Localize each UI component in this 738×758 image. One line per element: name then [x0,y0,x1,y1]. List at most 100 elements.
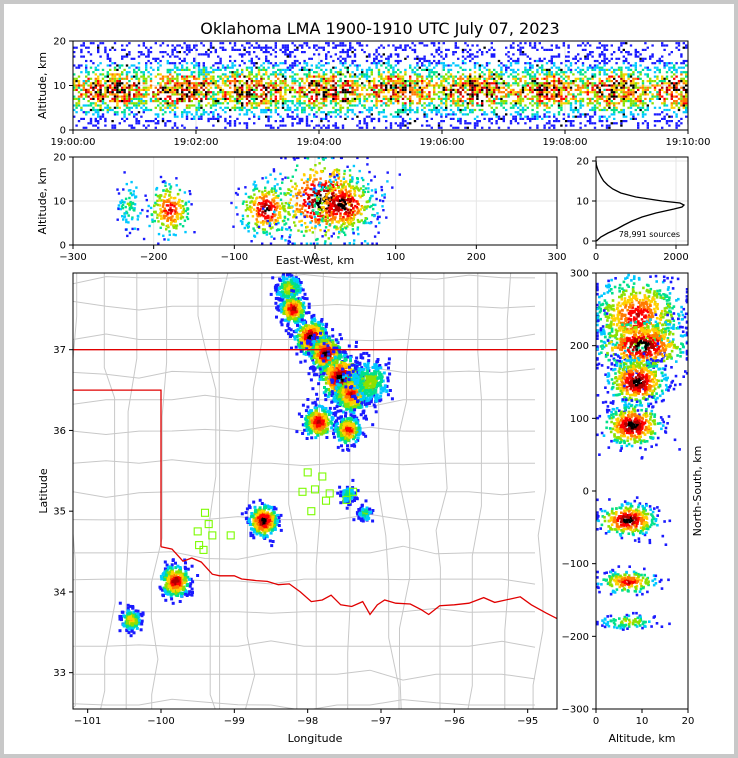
density-cell [627,62,630,65]
density-cell [476,82,479,85]
density-cell [190,75,193,78]
density-cell [252,183,255,186]
density-cell [634,66,637,69]
density-cell [457,100,460,103]
density-cell [101,115,105,118]
density-cell [473,77,477,80]
density-cell [445,100,448,103]
density-cell [442,75,445,78]
density-cell [162,201,166,204]
density-cell [339,59,342,63]
density-cell [152,93,155,96]
density-cell [601,97,604,100]
density-cell [387,75,390,78]
density-cell [344,100,347,103]
density-cell [185,117,189,120]
density-cell [178,51,181,54]
density-cell [675,91,678,94]
density-cell [469,88,472,91]
density-cell [125,93,129,96]
density-cell [615,86,618,89]
density-cell [257,209,260,212]
density-cell [466,82,469,85]
density-cell [123,88,126,91]
density-cell [500,62,503,65]
density-cell [163,207,166,210]
density-cell [334,95,337,98]
density-cell [644,108,647,112]
density-cell [183,97,186,100]
density-cell [574,55,577,58]
density-cell [586,68,589,71]
density-cell [351,82,354,85]
density-cell [605,77,609,80]
density-cell [385,84,388,87]
density-cell [447,113,450,116]
density-cell [466,80,469,83]
density-cell [353,48,357,51]
density-cell [509,62,513,65]
density-cell [449,100,453,103]
density-cell [461,77,465,80]
density-cell [207,82,210,85]
density-cell [286,115,289,118]
density-cell [579,68,582,71]
density-cell [265,102,268,105]
density-cell [430,117,433,120]
density-cell [632,88,635,91]
density-cell [279,62,282,65]
density-cell [394,88,397,91]
density-cell [519,108,522,112]
density-cell [153,219,156,223]
density-cell [315,75,318,78]
density-cell [332,97,335,100]
density-cell [101,77,105,80]
density-cell [231,75,234,78]
density-cell [264,212,267,215]
density-cell [392,68,395,71]
density-cell [197,106,201,109]
density-cell [435,84,438,87]
density-cell [111,88,114,91]
density-cell [449,64,453,67]
density-cell [363,95,366,98]
density-cell [106,84,109,87]
density-cell [613,113,616,116]
density-cell [440,62,443,65]
density-cell [404,95,407,98]
density-cell [629,97,633,100]
density-cell [541,64,544,67]
density-cell [641,104,645,107]
density-cell [157,66,160,69]
density-cell [145,100,148,103]
density-cell [172,233,175,236]
density-cell [246,222,250,226]
density-cell [101,108,105,112]
density-cell [392,93,395,96]
density-cell [99,106,102,109]
density-cell [617,46,621,49]
density-cell [231,73,234,76]
density-cell [361,93,364,96]
density-cell [385,86,388,89]
density-cell [550,48,553,51]
density-cell [341,88,345,91]
density-cell [476,120,479,123]
density-cell [97,80,100,83]
density-cell [260,197,264,200]
density-cell [685,73,688,76]
density-cell [677,97,681,100]
density-cell [190,93,193,96]
density-cell [466,126,469,129]
density-cell [250,104,253,107]
density-cell [651,53,654,56]
density-cell [221,97,225,100]
density-cell [327,124,330,127]
density-cell [173,91,177,94]
density-cell [418,95,421,98]
density-cell [164,106,167,109]
density-cell [536,77,539,80]
density-cell [145,102,148,105]
density-cell [291,62,294,65]
density-cell [478,84,481,87]
